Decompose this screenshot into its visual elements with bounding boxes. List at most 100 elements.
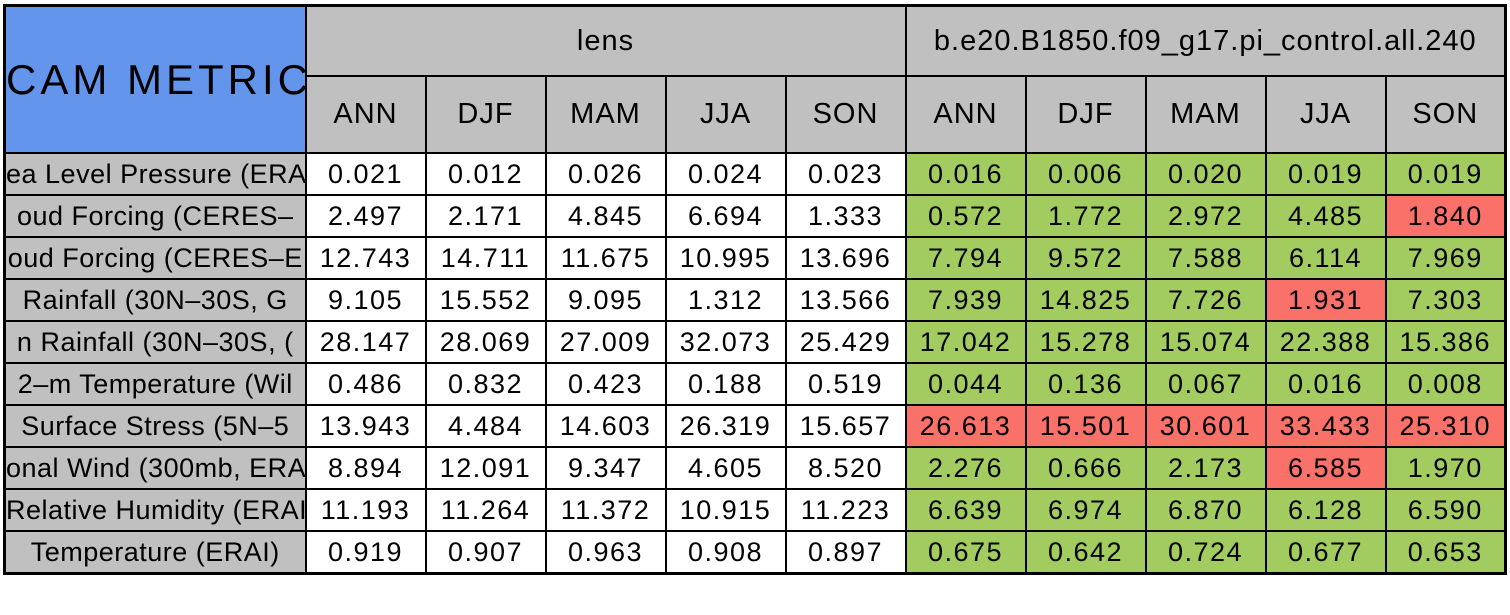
metric-cell-lens: 13.943 <box>304 404 427 448</box>
metric-cell-control: 26.613 <box>904 404 1027 448</box>
metric-cell-lens: 0.908 <box>664 530 787 575</box>
metric-cell-lens: 4.845 <box>544 194 667 238</box>
metric-cell-control: 6.870 <box>1144 488 1267 532</box>
metric-cell-lens: 13.696 <box>784 236 907 280</box>
metric-cell-control: 0.008 <box>1384 362 1507 406</box>
metric-cell-lens: 0.907 <box>424 530 547 575</box>
metric-cell-lens: 0.919 <box>304 530 427 575</box>
metric-cell-lens: 14.603 <box>544 404 667 448</box>
metric-cell-control: 6.585 <box>1264 446 1387 490</box>
metric-cell-control: 0.044 <box>904 362 1027 406</box>
metric-cell-lens: 1.333 <box>784 194 907 238</box>
season-header-control-djf: DJF <box>1024 75 1147 154</box>
metrics-table: CAM METRICS lens b.e20.B1850.f09_g17.pi_… <box>3 4 1507 575</box>
metric-cell-lens: 9.347 <box>544 446 667 490</box>
metric-cell-control: 30.601 <box>1144 404 1267 448</box>
metric-cell-lens: 11.372 <box>544 488 667 532</box>
metric-cell-control: 0.020 <box>1144 152 1267 196</box>
table-row: oud Forcing (CERES–E 12.743 14.711 11.67… <box>3 236 1507 280</box>
row-label: Temperature (ERAI) <box>3 530 307 575</box>
table-row: oud Forcing (CERES– 2.497 2.171 4.845 6.… <box>3 194 1507 238</box>
metric-cell-lens: 4.605 <box>664 446 787 490</box>
metric-cell-lens: 12.091 <box>424 446 547 490</box>
metric-cell-control: 7.726 <box>1144 278 1267 322</box>
metric-cell-lens: 0.023 <box>784 152 907 196</box>
metric-cell-lens: 0.519 <box>784 362 907 406</box>
metric-cell-control: 17.042 <box>904 320 1027 364</box>
metric-cell-control: 0.675 <box>904 530 1027 575</box>
metric-cell-lens: 15.657 <box>784 404 907 448</box>
metric-cell-lens: 13.566 <box>784 278 907 322</box>
metric-cell-lens: 27.009 <box>544 320 667 364</box>
metric-cell-control: 0.019 <box>1384 152 1507 196</box>
metric-cell-control: 0.016 <box>1264 362 1387 406</box>
row-label: Relative Humidity (ERAI <box>3 488 307 532</box>
metric-cell-lens: 9.095 <box>544 278 667 322</box>
metric-cell-lens: 8.520 <box>784 446 907 490</box>
metric-cell-control: 0.653 <box>1384 530 1507 575</box>
metric-cell-lens: 11.264 <box>424 488 547 532</box>
table-row: Temperature (ERAI) 0.919 0.907 0.963 0.9… <box>3 530 1507 575</box>
metric-cell-control: 0.006 <box>1024 152 1147 196</box>
metric-cell-control: 1.772 <box>1024 194 1147 238</box>
metric-cell-lens: 0.012 <box>424 152 547 196</box>
metric-cell-control: 0.019 <box>1264 152 1387 196</box>
metric-cell-control: 1.970 <box>1384 446 1507 490</box>
metric-cell-control: 2.173 <box>1144 446 1267 490</box>
metric-cell-control: 0.136 <box>1024 362 1147 406</box>
metric-cell-control: 15.386 <box>1384 320 1507 364</box>
metric-cell-lens: 0.024 <box>664 152 787 196</box>
metric-cell-lens: 11.223 <box>784 488 907 532</box>
metric-cell-control: 7.939 <box>904 278 1027 322</box>
season-header-control-ann: ANN <box>904 75 1027 154</box>
metric-cell-lens: 26.319 <box>664 404 787 448</box>
metric-cell-lens: 15.552 <box>424 278 547 322</box>
metric-cell-control: 0.666 <box>1024 446 1147 490</box>
table-row: Rainfall (30N–30S, G 9.105 15.552 9.095 … <box>3 278 1507 322</box>
row-label: oud Forcing (CERES– <box>3 194 307 238</box>
metric-cell-control: 0.677 <box>1264 530 1387 575</box>
row-label: 2–m Temperature (Wil <box>3 362 307 406</box>
season-header-lens-ann: ANN <box>304 75 427 154</box>
metric-cell-lens: 0.486 <box>304 362 427 406</box>
metric-cell-control: 15.278 <box>1024 320 1147 364</box>
row-label: n Rainfall (30N–30S, ( <box>3 320 307 364</box>
metric-cell-control: 7.303 <box>1384 278 1507 322</box>
row-label: onal Wind (300mb, ERA <box>3 446 307 490</box>
metric-cell-lens: 0.963 <box>544 530 667 575</box>
metric-cell-lens: 32.073 <box>664 320 787 364</box>
metric-cell-control: 6.590 <box>1384 488 1507 532</box>
table-body: CAM METRICS lens b.e20.B1850.f09_g17.pi_… <box>3 4 1507 575</box>
table-row: onal Wind (300mb, ERA 8.894 12.091 9.347… <box>3 446 1507 490</box>
metric-cell-control: 0.724 <box>1144 530 1267 575</box>
season-header-lens-djf: DJF <box>424 75 547 154</box>
metric-cell-lens: 10.995 <box>664 236 787 280</box>
metric-cell-control: 2.276 <box>904 446 1027 490</box>
metric-cell-lens: 0.832 <box>424 362 547 406</box>
header-group-row: CAM METRICS lens b.e20.B1850.f09_g17.pi_… <box>3 4 1507 154</box>
column-group-control-run: b.e20.B1850.f09_g17.pi_control.all.240 <box>904 4 1507 77</box>
row-label: Surface Stress (5N–5 <box>3 404 307 448</box>
season-header-lens-son: SON <box>784 75 907 154</box>
season-header-control-son: SON <box>1384 75 1507 154</box>
metric-cell-lens: 11.193 <box>304 488 427 532</box>
page-title: CAM METRICS <box>3 4 307 154</box>
metric-cell-lens: 10.915 <box>664 488 787 532</box>
metric-cell-control: 4.485 <box>1264 194 1387 238</box>
metric-cell-lens: 0.026 <box>544 152 667 196</box>
metric-cell-control: 0.067 <box>1144 362 1267 406</box>
metric-cell-control: 7.969 <box>1384 236 1507 280</box>
header-season-row: ANN DJF MAM JJA SON ANN DJF MAM JJA SON <box>5 75 1507 154</box>
row-label: oud Forcing (CERES–E <box>3 236 307 280</box>
metric-cell-control: 6.114 <box>1264 236 1387 280</box>
metric-cell-control: 0.572 <box>904 194 1027 238</box>
metric-cell-control: 22.388 <box>1264 320 1387 364</box>
metric-cell-lens: 2.171 <box>424 194 547 238</box>
season-header-control-mam: MAM <box>1144 75 1267 154</box>
season-header-control-jja: JJA <box>1264 75 1387 154</box>
metric-cell-lens: 12.743 <box>304 236 427 280</box>
metric-cell-lens: 28.147 <box>304 320 427 364</box>
metric-cell-control: 15.501 <box>1024 404 1147 448</box>
table-row: Relative Humidity (ERAI 11.193 11.264 11… <box>3 488 1507 532</box>
row-label: ea Level Pressure (ERA <box>3 152 307 196</box>
